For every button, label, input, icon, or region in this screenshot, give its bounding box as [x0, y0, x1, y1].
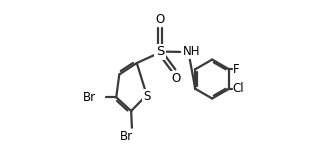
Text: Br: Br	[120, 130, 133, 143]
Text: Br: Br	[83, 91, 96, 104]
Text: NH: NH	[183, 45, 200, 58]
Text: S: S	[143, 90, 151, 103]
Text: O: O	[156, 13, 165, 26]
Text: O: O	[171, 72, 181, 85]
Text: Cl: Cl	[233, 82, 245, 95]
Text: F: F	[233, 63, 240, 76]
Text: S: S	[156, 45, 164, 58]
